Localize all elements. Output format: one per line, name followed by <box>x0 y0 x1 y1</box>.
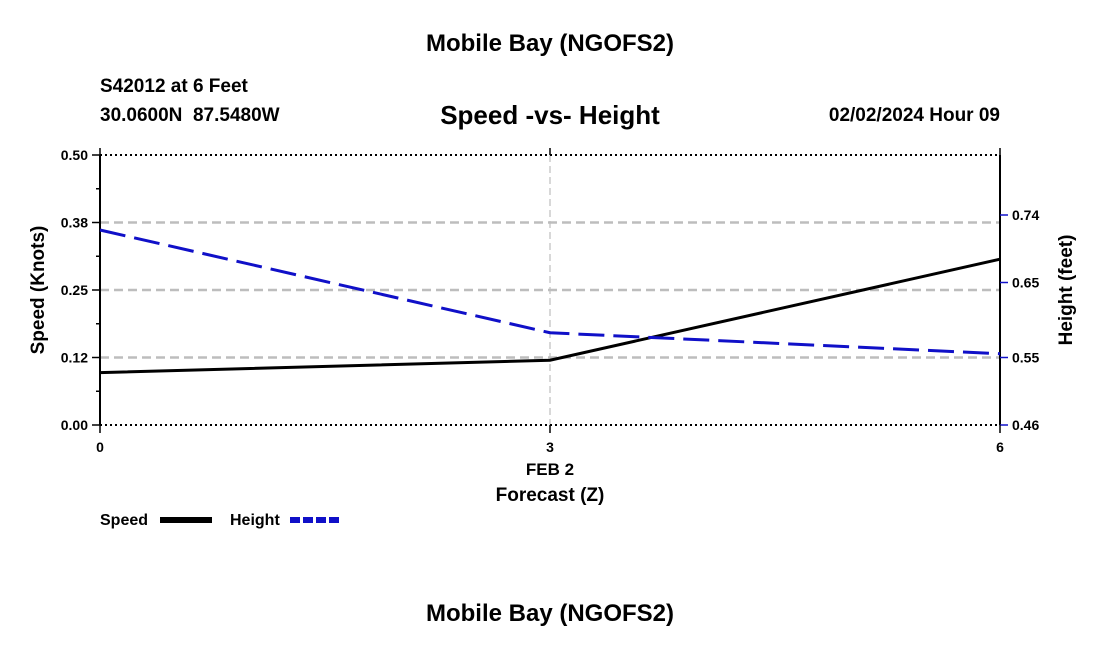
y-left-tick-label: 0.50 <box>61 147 88 163</box>
legend-speed-label: Speed <box>100 512 148 529</box>
page-title: Mobile Bay (NGOFS2) <box>425 30 675 57</box>
chart-title: Speed -vs- Height <box>440 100 660 130</box>
legend-height-label: Height <box>230 512 280 529</box>
y-right-tick-label: 0.55 <box>1012 350 1039 366</box>
x-tick-label: 3 <box>546 439 554 455</box>
grid-layer <box>100 155 1000 425</box>
y-right-axis-label: Height (feet) <box>1056 235 1077 346</box>
legend-layer: Speed Height <box>100 512 342 529</box>
station-label: S42012 at 6 Feet <box>100 76 248 97</box>
y-right-tick-label: 0.74 <box>1012 207 1039 223</box>
speed-series-line <box>99 257 1001 375</box>
x-tick-label: 6 <box>996 439 1004 455</box>
y-left-axis-label: Speed (Knots) <box>28 226 49 355</box>
height-series-line <box>99 228 1001 356</box>
y-left-tick-label: 0.38 <box>61 215 88 231</box>
x-axis-label: Forecast (Z) <box>496 485 605 506</box>
coordinates-label: 30.0600N 87.5480W <box>100 105 280 126</box>
label-layer: 0.00 0.12 0.25 0.38 0.50 0.46 0.55 0.65 0.74 0 3 6 F… <box>28 147 1077 506</box>
datetime-label: 02/02/2024 Hour 09 <box>828 105 1000 126</box>
y-left-tick-label: 0.25 <box>61 282 88 298</box>
y-left-tick-label: 0.00 <box>61 417 88 433</box>
series-layer <box>99 228 1001 375</box>
axis-layer <box>92 148 1008 433</box>
y-right-tick-label: 0.46 <box>1012 417 1039 433</box>
footer-title: Mobile Bay (NGOFS2) <box>425 600 675 627</box>
x-date-label: FEB 2 <box>526 460 574 479</box>
y-right-tick-label: 0.65 <box>1012 275 1039 291</box>
y-left-tick-label: 0.12 <box>61 350 88 366</box>
x-tick-label: 0 <box>96 439 104 455</box>
